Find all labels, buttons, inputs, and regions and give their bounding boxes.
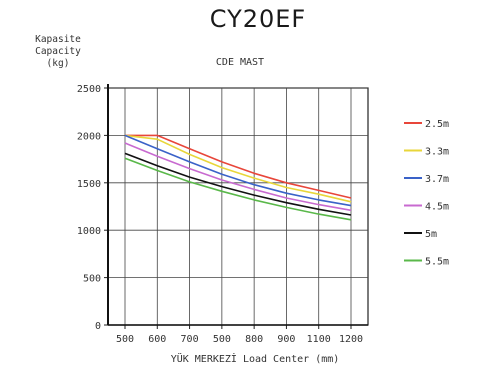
series-line-3-3m xyxy=(124,134,352,203)
chart-title: CY20EF xyxy=(210,5,307,33)
legend-label-3-7m: 3.7m xyxy=(425,174,449,185)
y-axis-label-line-3: (kg) xyxy=(47,58,70,69)
plot-frame xyxy=(107,87,369,326)
x-tick-label: 900 xyxy=(277,334,295,345)
x-tick-label: 1200 xyxy=(339,334,363,345)
x-axis-label: YÜK MERKEZİ Load Center (mm) xyxy=(171,352,340,365)
series-lines xyxy=(124,134,352,221)
x-tick-label: 700 xyxy=(181,334,199,345)
y-tick-label: 2000 xyxy=(77,131,101,142)
chart-subtitle: CDE MAST xyxy=(216,57,264,68)
y-axis-label-line-1: Kapasite xyxy=(35,34,81,45)
x-tick-label: 800 xyxy=(245,334,263,345)
legend-label-2-5m: 2.5m xyxy=(425,119,449,130)
y-tick-label: 1000 xyxy=(77,226,101,237)
grid xyxy=(107,87,369,326)
y-tick-label: 0 xyxy=(95,321,101,332)
y-tick-label: 1500 xyxy=(77,179,101,190)
x-tick-label: 500 xyxy=(116,334,134,345)
x-tick-label: 1100 xyxy=(307,334,331,345)
axes: 0 500 1000 1500 2000 2500 500 600 700 500 800 900 11… xyxy=(77,84,368,345)
legend: 2.5m 3.3m 3.7m 4.5m 5m 5.5m xyxy=(404,119,449,268)
series-line-3-7m xyxy=(124,134,352,207)
series-line-4-5m xyxy=(124,142,352,212)
series-line-2-5m xyxy=(125,134,352,199)
legend-label-3-3m: 3.3m xyxy=(425,147,449,158)
y-tick-label: 2500 xyxy=(77,84,101,95)
x-tick-label: 500 xyxy=(213,334,231,345)
legend-label-4-5m: 4.5m xyxy=(425,202,449,213)
y-tick-label: 500 xyxy=(83,274,101,285)
legend-label-5m: 5m xyxy=(425,229,437,240)
series-line-5m xyxy=(124,152,352,216)
series-line-5-5m xyxy=(124,157,352,221)
legend-label-5-5m: 5.5m xyxy=(425,257,449,268)
x-tick-label: 600 xyxy=(148,334,166,345)
y-axis-label-line-2: Capacity xyxy=(35,46,81,57)
